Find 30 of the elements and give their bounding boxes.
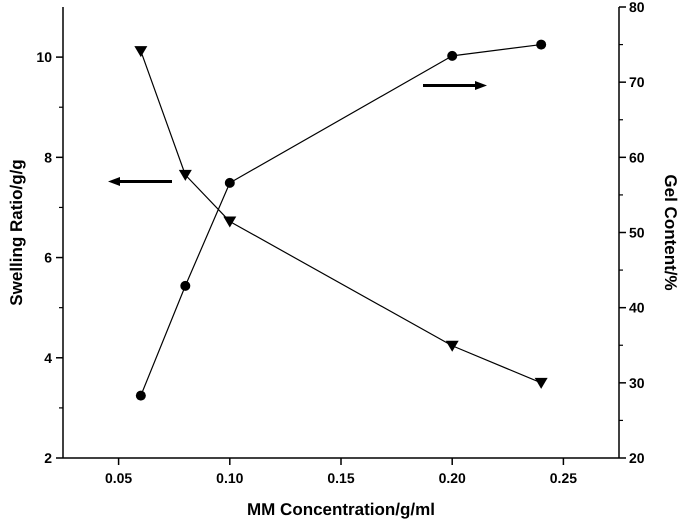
y-tick-label: 10 bbox=[36, 49, 52, 66]
x-tick-label: 0.25 bbox=[550, 470, 578, 486]
point bbox=[180, 280, 190, 291]
x-tick-label: 0.10 bbox=[216, 470, 244, 486]
point bbox=[536, 40, 546, 50]
y2-axis-title: Gel Content/% bbox=[661, 174, 680, 291]
y2-tick-label: 40 bbox=[629, 300, 645, 316]
y-axis-title: Swelling Ratio/g/g bbox=[7, 159, 26, 306]
y-tick-label: 4 bbox=[44, 350, 52, 366]
x-tick-label: 0.20 bbox=[438, 470, 466, 486]
point bbox=[447, 50, 458, 61]
point bbox=[134, 46, 148, 58]
y2-tick-label: 50 bbox=[629, 224, 645, 240]
point bbox=[136, 390, 146, 401]
y2-tick-label: 70 bbox=[629, 74, 645, 90]
point bbox=[224, 178, 235, 188]
x-tick-label: 0.05 bbox=[104, 470, 132, 486]
y2-tick-label: 60 bbox=[629, 149, 645, 166]
point bbox=[223, 216, 236, 228]
x-tick-label: 0.15 bbox=[327, 470, 355, 486]
y2-tick-label: 30 bbox=[629, 374, 645, 391]
point bbox=[446, 340, 459, 352]
point bbox=[178, 170, 192, 181]
y2-tick-label: 80 bbox=[629, 0, 645, 15]
point bbox=[534, 378, 548, 389]
y-tick-label: 2 bbox=[44, 450, 52, 466]
y-tick-label: 8 bbox=[44, 149, 52, 166]
x-axis-title: MM Concentration/g/ml bbox=[247, 500, 435, 519]
y2-tick-label: 20 bbox=[629, 450, 645, 466]
y-tick-label: 6 bbox=[44, 250, 52, 266]
